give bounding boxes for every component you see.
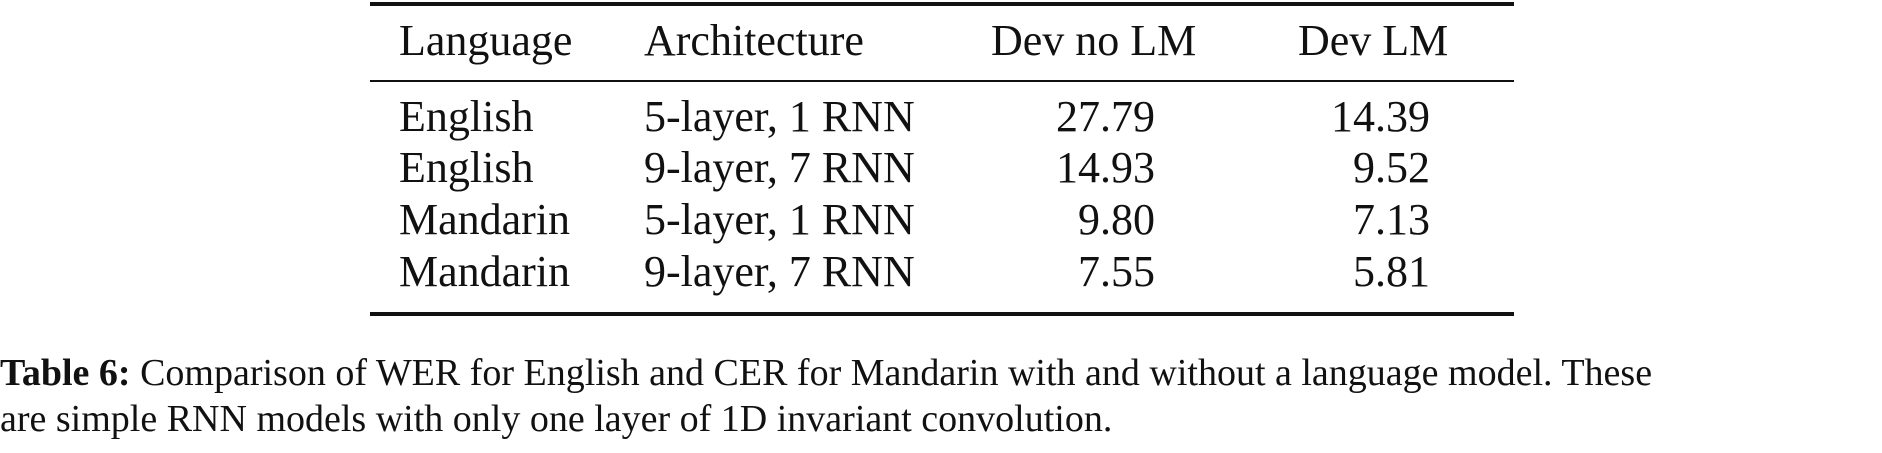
cell-dev-lm: 5.81	[1353, 247, 1430, 296]
caption-label: Table 6:	[0, 352, 131, 394]
cell-dev-lm: 14.39	[1331, 92, 1430, 141]
cell-dev-no-lm: 14.93	[1056, 143, 1155, 192]
cell-architecture: 9-layer, 7 RNN	[644, 247, 915, 296]
cell-language: Mandarin	[399, 195, 571, 244]
header-language: Language	[399, 16, 573, 65]
table-caption: Table 6: Comparison of WER for English a…	[0, 350, 1882, 442]
cell-architecture: 5-layer, 1 RNN	[644, 195, 915, 244]
caption-line-2: are simple RNN models with only one laye…	[0, 396, 1882, 442]
cell-language: English	[399, 143, 534, 192]
cell-dev-lm: 7.13	[1353, 195, 1430, 244]
table-bottom-rule	[370, 312, 1514, 316]
cell-dev-no-lm: 9.80	[1078, 195, 1155, 244]
cell-language: Mandarin	[399, 247, 571, 296]
caption-text-line-2: are simple RNN models with only one laye…	[0, 398, 1113, 440]
header-architecture: Architecture	[644, 16, 864, 65]
cell-dev-no-lm: 27.79	[1056, 92, 1155, 141]
cell-architecture: 5-layer, 1 RNN	[644, 92, 915, 141]
table-top-rule	[370, 2, 1514, 6]
cell-language: English	[399, 92, 534, 141]
caption-text-line-1: Comparison of WER for English and CER fo…	[140, 352, 1653, 394]
header-dev-lm: Dev LM	[1298, 16, 1449, 65]
header-dev-no-lm: Dev no LM	[991, 16, 1197, 65]
cell-dev-no-lm: 7.55	[1078, 247, 1155, 296]
cell-dev-lm: 9.52	[1353, 143, 1430, 192]
cell-architecture: 9-layer, 7 RNN	[644, 143, 915, 192]
caption-line-1: Table 6: Comparison of WER for English a…	[0, 350, 1882, 396]
table-header-rule	[370, 80, 1514, 82]
